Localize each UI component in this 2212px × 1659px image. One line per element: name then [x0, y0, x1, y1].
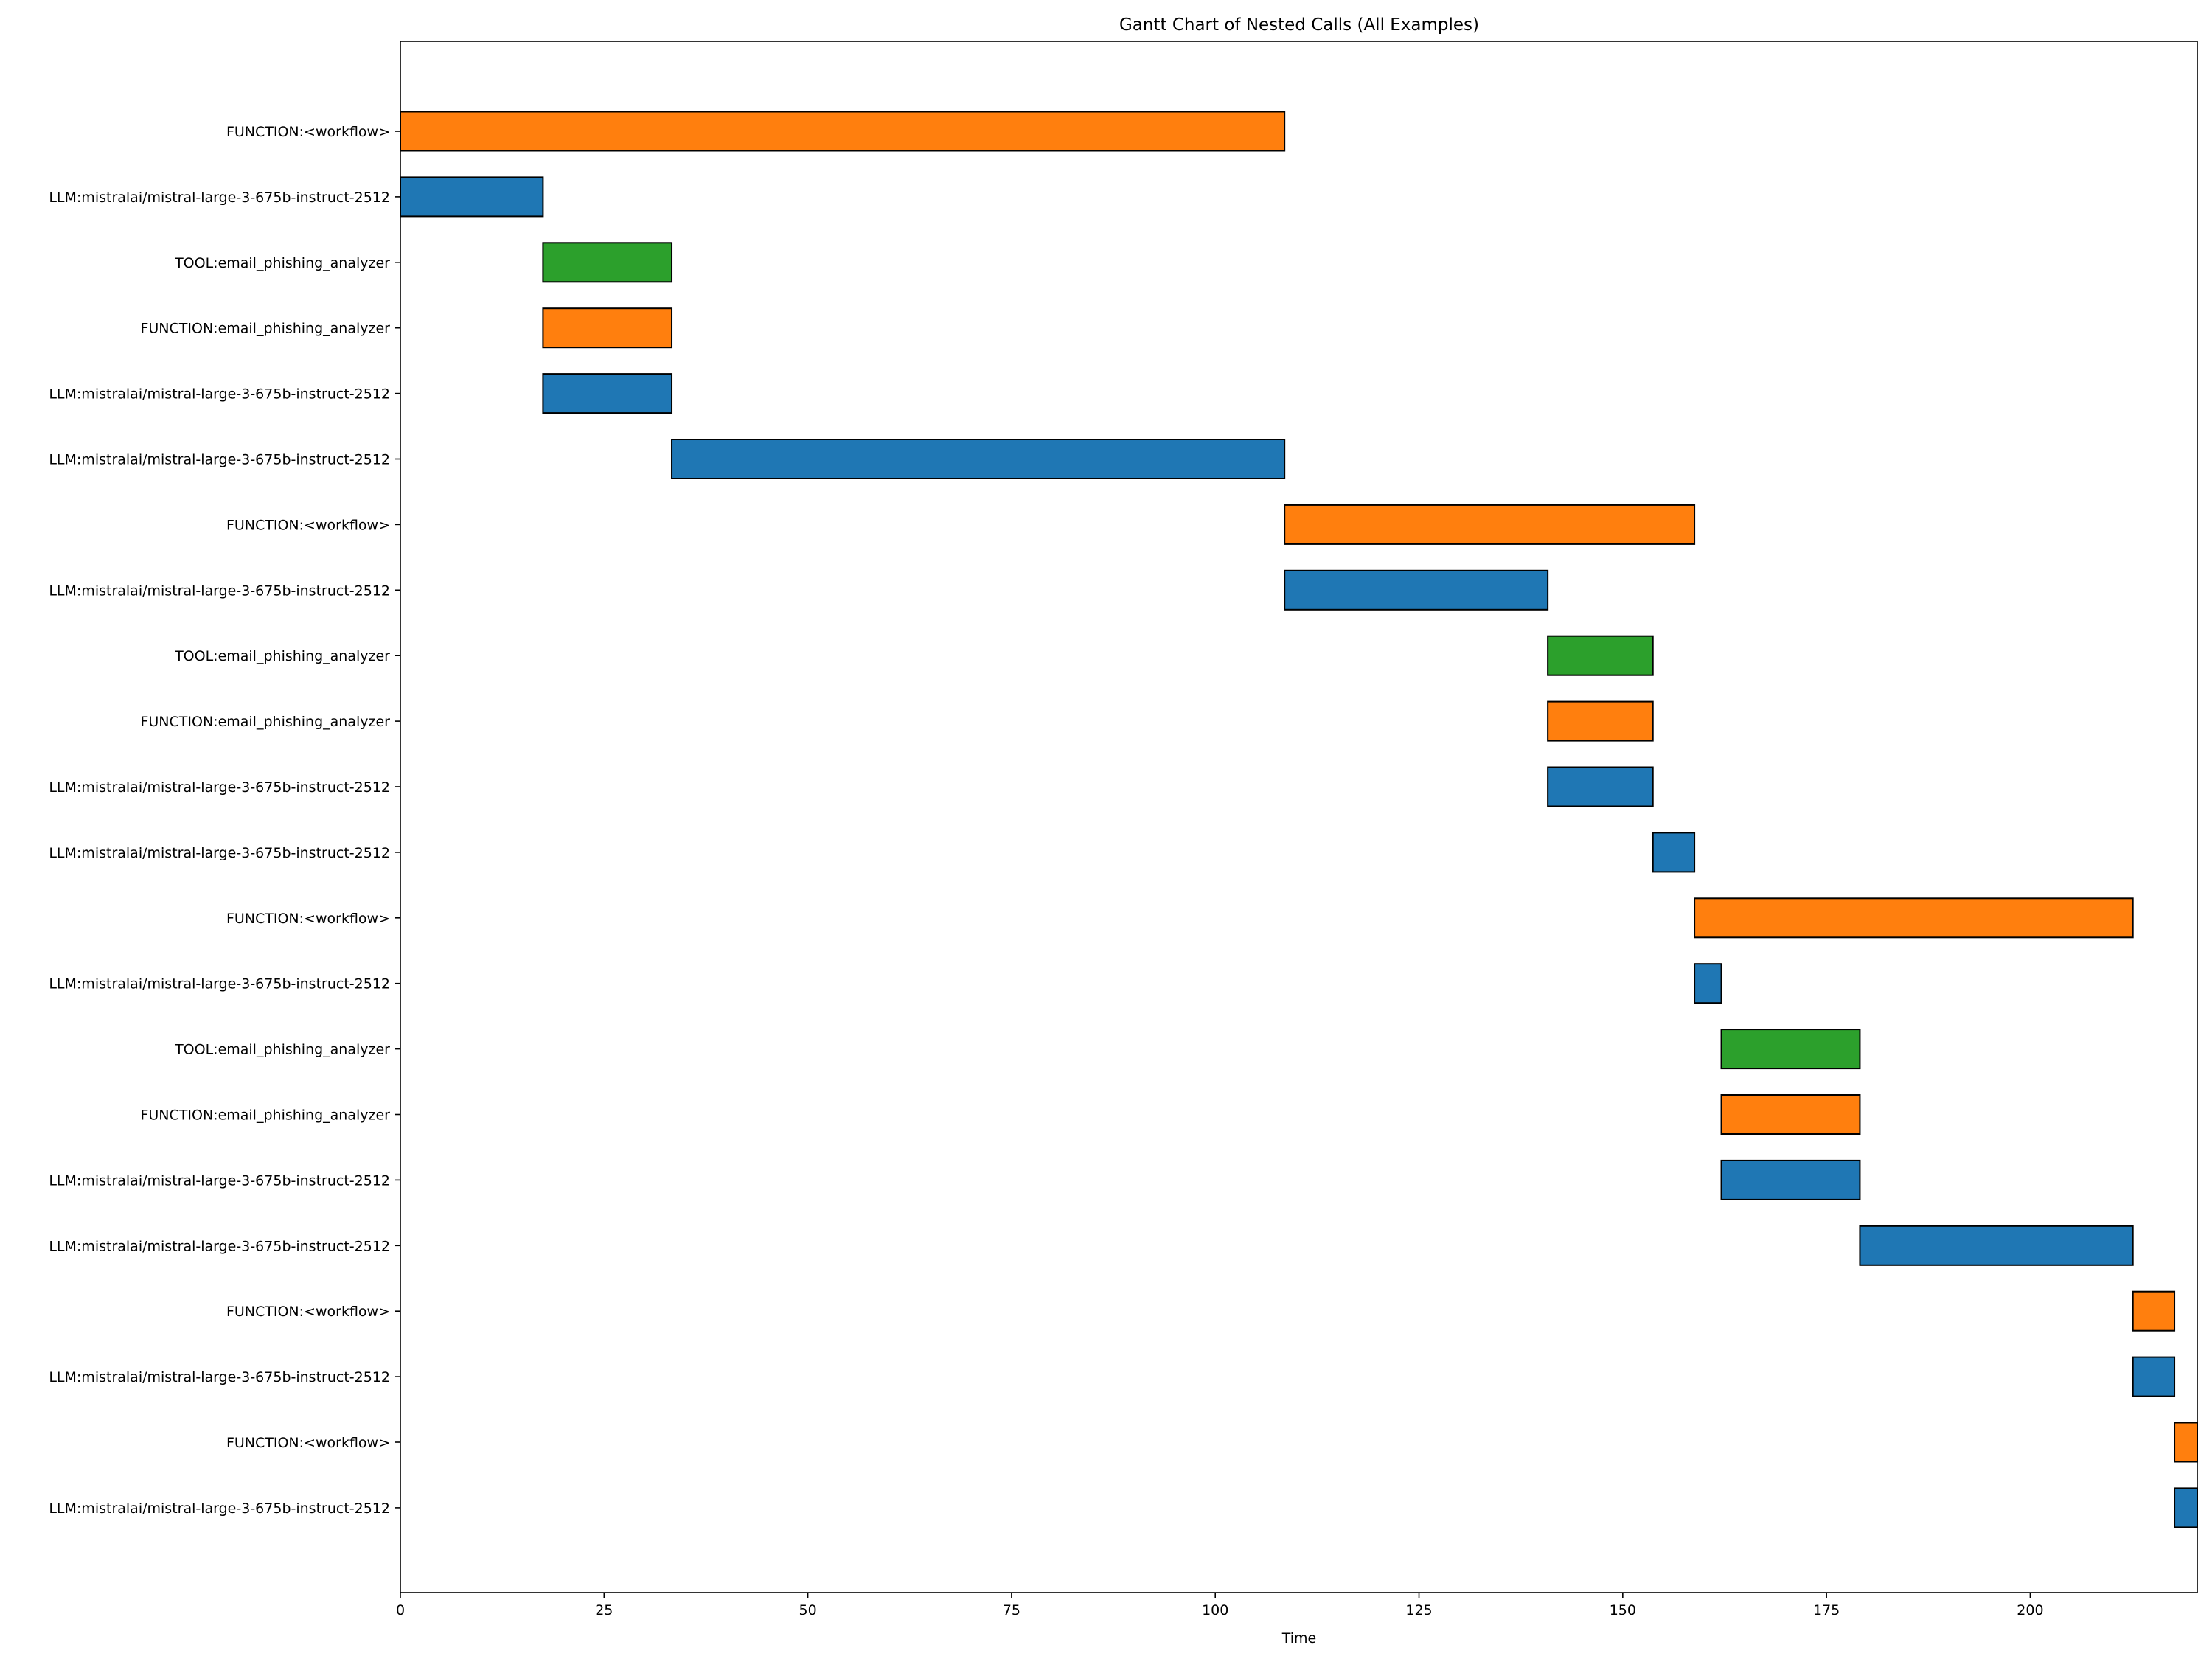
bar-function-3 — [542, 307, 673, 349]
y-tick-label: LLM:mistralai/mistral-large-3-675b-instr… — [49, 1369, 390, 1385]
y-tick-label: TOOL:email_phishing_analyzer — [174, 255, 390, 271]
bar-llm-7 — [1284, 569, 1549, 611]
y-tick-label: FUNCTION:<workflow> — [226, 1304, 390, 1320]
y-tick-label: LLM:mistralai/mistral-large-3-675b-instr… — [49, 1238, 390, 1254]
y-tick-label: FUNCTION:email_phishing_analyzer — [140, 714, 390, 730]
y-tick-label: TOOL:email_phishing_analyzer — [174, 648, 390, 664]
bar-llm-10 — [1547, 766, 1654, 807]
bar-llm-13 — [1694, 963, 1722, 1004]
bar-llm-4 — [542, 373, 673, 414]
x-tick-label: 25 — [595, 1602, 613, 1618]
bars-layer — [400, 111, 2198, 1528]
y-tick-label: FUNCTION:email_phishing_analyzer — [140, 1107, 390, 1124]
y-tick-label: TOOL:email_phishing_analyzer — [174, 1042, 390, 1058]
bar-tool-8 — [1547, 635, 1654, 676]
x-tick-label: 0 — [396, 1602, 405, 1618]
bar-llm-17 — [1859, 1225, 2134, 1266]
bar-function-12 — [1694, 897, 2134, 939]
y-tick-label: LLM:mistralai/mistral-large-3-675b-instr… — [49, 1172, 390, 1189]
chart-title: Gantt Chart of Nested Calls (All Example… — [1119, 15, 1479, 35]
x-tick-label: 50 — [799, 1602, 817, 1618]
x-tick-label: 100 — [1202, 1602, 1228, 1618]
bar-llm-11 — [1652, 832, 1696, 873]
x-axis-label: Time — [1281, 1630, 1317, 1646]
bar-llm-5 — [671, 439, 1286, 479]
y-tick-label: LLM:mistralai/mistral-large-3-675b-instr… — [49, 189, 390, 206]
y-tick-label: LLM:mistralai/mistral-large-3-675b-instr… — [49, 779, 390, 796]
bar-function-15 — [1720, 1094, 1861, 1135]
bar-function-6 — [1284, 504, 1696, 545]
y-tick-label: FUNCTION:<workflow> — [226, 517, 390, 533]
bar-tool-2 — [542, 242, 673, 283]
y-tick-label: LLM:mistralai/mistral-large-3-675b-instr… — [49, 845, 390, 861]
bar-llm-21 — [2174, 1487, 2198, 1528]
bar-llm-19 — [2132, 1356, 2176, 1397]
bar-function-0 — [400, 111, 1286, 152]
y-tick-label: FUNCTION:<workflow> — [226, 911, 390, 927]
x-axis: 0 25 50 75 100 125 150 175 200 — [396, 1593, 2044, 1618]
bar-function-18 — [2132, 1290, 2176, 1332]
y-tick-label: LLM:mistralai/mistral-large-3-675b-instr… — [49, 976, 390, 992]
axes-frame — [400, 41, 2198, 1593]
bar-llm-16 — [1720, 1159, 1861, 1200]
bar-function-9 — [1547, 700, 1654, 742]
y-tick-label: LLM:mistralai/mistral-large-3-675b-instr… — [49, 582, 390, 599]
y-tick-label: FUNCTION:email_phishing_analyzer — [140, 321, 390, 337]
bar-function-20 — [2174, 1422, 2198, 1463]
x-tick-label: 200 — [2017, 1602, 2043, 1618]
y-tick-label: FUNCTION:<workflow> — [226, 124, 390, 140]
bar-llm-1 — [400, 176, 544, 218]
y-tick-labels: FUNCTION:<workflow> LLM:mistralai/mistral… — [49, 124, 400, 1517]
y-tick-label: LLM:mistralai/mistral-large-3-675b-instr… — [49, 1500, 390, 1517]
y-tick-label: LLM:mistralai/mistral-large-3-675b-instr… — [49, 386, 390, 403]
x-tick-label: 125 — [1405, 1602, 1432, 1618]
x-tick-label: 75 — [1003, 1602, 1020, 1618]
y-tick-label: LLM:mistralai/mistral-large-3-675b-instr… — [49, 452, 390, 468]
x-tick-label: 150 — [1610, 1602, 1636, 1618]
bar-tool-14 — [1720, 1029, 1861, 1070]
y-tick-label: FUNCTION:<workflow> — [226, 1435, 390, 1451]
x-tick-label: 175 — [1813, 1602, 1840, 1618]
